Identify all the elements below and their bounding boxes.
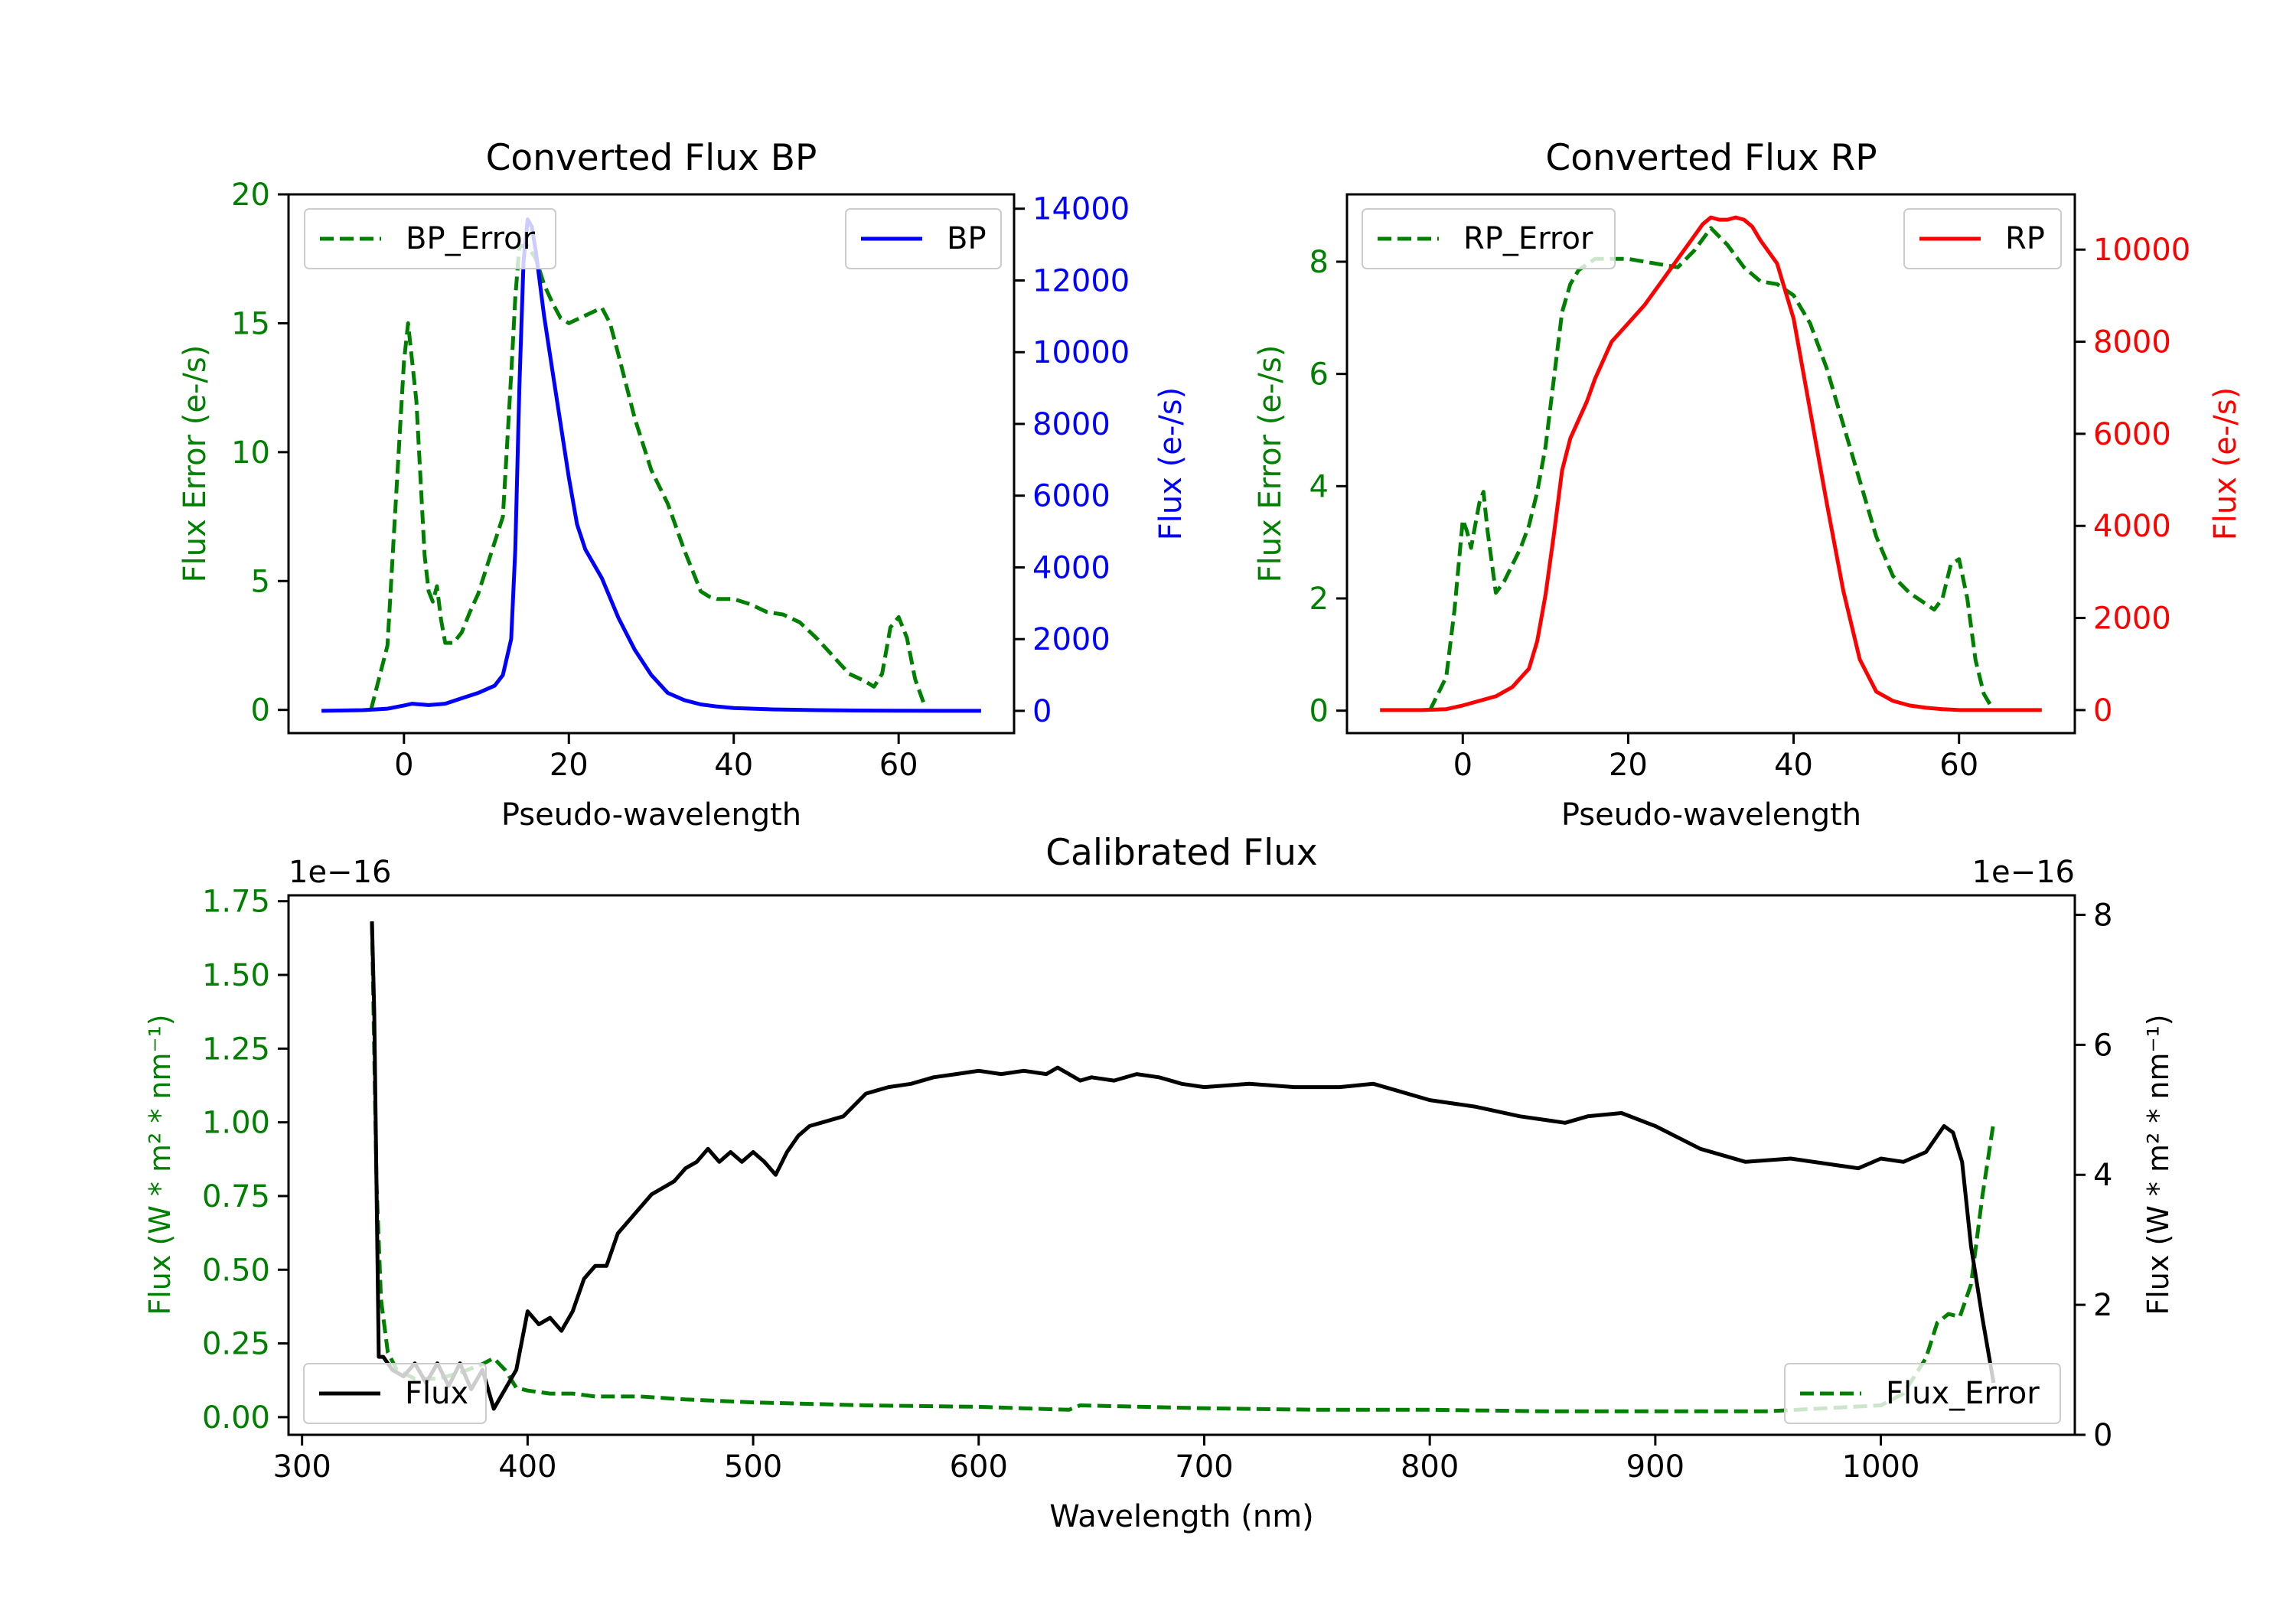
cal-title: Calibrated Flux <box>1045 832 1318 874</box>
cal-offset-left: 1e−16 <box>289 855 391 890</box>
bp-ytick-right-label: 4000 <box>1032 550 1110 585</box>
rp-ytick-right-label: 6000 <box>2093 417 2171 452</box>
cal-xtick-label: 800 <box>1401 1449 1459 1485</box>
bp-title: Converted Flux BP <box>486 137 817 179</box>
rp-ytick-right-label: 2000 <box>2093 601 2171 637</box>
rp-ylabel-right: Flux (e-/s) <box>2208 387 2243 540</box>
rp-ytick-right-label: 4000 <box>2093 509 2171 544</box>
cal-xtick-label: 500 <box>724 1449 782 1485</box>
cal-axes-frame <box>287 894 2076 1436</box>
rp-xtick-label: 60 <box>1939 748 1978 783</box>
rp-ticks: 0 20 40 60 0 2 4 6 8 0 2000 4000 6000 8000 10000 <box>1309 233 2191 783</box>
bp-legend-flux: BP <box>845 208 1002 269</box>
bp-ytick-right-label: 10000 <box>1032 335 1130 370</box>
bp-ytick-right-label: 2000 <box>1032 622 1110 657</box>
bp-legend-error: BP_Error <box>304 208 556 269</box>
cal-panel: Calibrated Flux 1e−16 1e−16 300 400 500 600… <box>143 832 2175 1534</box>
bp-ylabel-left: Flux Error (e-/s) <box>178 345 213 583</box>
rp-series <box>1380 215 2042 712</box>
rp-ytick-left-label: 2 <box>1309 582 1329 617</box>
bp-axes-frame <box>287 193 1016 735</box>
cal-ytick-left-label: 0.50 <box>202 1253 270 1288</box>
cal-ytick-left-label: 1.50 <box>202 958 270 993</box>
bp-xtick-label: 0 <box>394 748 413 783</box>
cal-ytick-left-label: 1.75 <box>202 885 270 920</box>
bp-ticks: 0 20 40 60 0 5 10 15 20 0 2000 4000 6000 8000 10000 120… <box>231 178 1130 783</box>
cal-ylabel-left: Flux (W * m² * nm⁻¹) <box>143 1014 177 1315</box>
cal-ylabel-right: Flux (W * m² * nm⁻¹) <box>2141 1014 2175 1315</box>
cal-offset-right: 1e−16 <box>1972 855 2075 890</box>
rp-legend-error: RP_Error <box>1362 208 1616 269</box>
rp-legend-flux: RP <box>1903 208 2062 269</box>
cal-xtick-label: 700 <box>1175 1449 1233 1485</box>
cal-xtick-label: 600 <box>950 1449 1008 1485</box>
cal-ytick-right-label: 6 <box>2093 1028 2112 1063</box>
cal-xtick-label: 400 <box>498 1449 556 1485</box>
rp-ytick-right-label: 0 <box>2093 693 2112 729</box>
cal-xtick-label: 900 <box>1626 1449 1684 1485</box>
cal-xtick-label: 1000 <box>1842 1449 1920 1485</box>
bp-ytick-right-label: 0 <box>1032 694 1052 729</box>
bp-ytick-right-label: 8000 <box>1032 407 1110 442</box>
rp-xtick-label: 20 <box>1609 748 1648 783</box>
bp-legend-flux-label: BP <box>947 221 987 256</box>
cal-ytick-right-label: 8 <box>2093 898 2112 933</box>
bp-legend-error-label: BP_Error <box>406 221 536 256</box>
rp-ytick-left-label: 0 <box>1309 694 1329 729</box>
rp-ytick-right-label: 10000 <box>2093 233 2190 268</box>
rp-ytick-left-label: 6 <box>1309 357 1329 393</box>
bp-ylabel-right: Flux (e-/s) <box>1153 387 1189 540</box>
rp-title: Converted Flux RP <box>1545 137 1877 179</box>
bp-ytick-left-label: 5 <box>251 564 270 599</box>
cal-legend-flux: Flux <box>303 1363 487 1424</box>
rp-ylabel-left: Flux Error (e-/s) <box>1253 345 1288 583</box>
cal-ytick-left-label: 1.00 <box>202 1106 270 1141</box>
rp-axes-frame <box>1345 193 2076 735</box>
cal-xtick-label: 300 <box>273 1449 331 1485</box>
bp-line-bp-error <box>369 243 925 711</box>
bp-ytick-left-label: 0 <box>251 693 270 729</box>
bp-line-bp <box>321 217 981 713</box>
rp-line-rp <box>1380 215 2042 712</box>
rp-xtick-label: 0 <box>1453 748 1473 783</box>
cal-ytick-right-label: 0 <box>2093 1418 2112 1453</box>
cal-legend-flux-label: Flux <box>405 1376 468 1411</box>
cal-xlabel: Wavelength (nm) <box>1049 1499 1314 1534</box>
bp-ytick-left-label: 15 <box>231 306 270 341</box>
rp-line-rp-error <box>1427 226 1994 712</box>
rp-legend-error-label: RP_Error <box>1463 221 1593 256</box>
rp-panel: Converted Flux RP 0 20 40 60 0 2 4 6 8 0 2000 4000 6… <box>1253 137 2243 833</box>
cal-ytick-left-label: 0.00 <box>202 1400 270 1436</box>
rp-legend-flux-label: RP <box>2005 221 2045 256</box>
rp-ytick-left-label: 4 <box>1309 469 1329 504</box>
bp-series <box>321 217 981 713</box>
cal-ticks: 300 400 500 600 700 800 900 1000 0.00 0.25 0.50 0.7… <box>202 885 2113 1485</box>
cal-line-flux <box>370 921 1996 1411</box>
bp-ytick-left-label: 20 <box>231 178 270 213</box>
bp-ytick-left-label: 10 <box>231 435 270 471</box>
cal-ytick-left-label: 0.25 <box>202 1327 270 1362</box>
rp-ytick-left-label: 8 <box>1309 245 1329 280</box>
rp-ytick-right-label: 8000 <box>2093 325 2171 360</box>
rp-xtick-label: 40 <box>1774 748 1813 783</box>
bp-panel: Converted Flux BP 0 20 40 60 0 5 10 15 20 0 2000 40… <box>178 137 1189 833</box>
bp-xtick-label: 40 <box>714 748 753 783</box>
cal-legend-error-label: Flux_Error <box>1886 1376 2040 1411</box>
bp-ytick-right-label: 14000 <box>1032 192 1130 227</box>
bp-xtick-label: 60 <box>879 748 918 783</box>
cal-ytick-right-label: 4 <box>2093 1158 2112 1193</box>
bp-ytick-right-label: 6000 <box>1032 479 1110 514</box>
rp-xlabel: Pseudo-wavelength <box>1561 797 1861 833</box>
cal-ytick-left-label: 0.75 <box>202 1179 270 1214</box>
bp-ytick-right-label: 12000 <box>1032 263 1130 298</box>
cal-ytick-right-label: 2 <box>2093 1288 2112 1323</box>
cal-ytick-left-label: 1.25 <box>202 1032 270 1067</box>
bp-xlabel: Pseudo-wavelength <box>501 797 801 833</box>
bp-xtick-label: 20 <box>550 748 589 783</box>
cal-legend-error: Flux_Error <box>1784 1363 2061 1424</box>
